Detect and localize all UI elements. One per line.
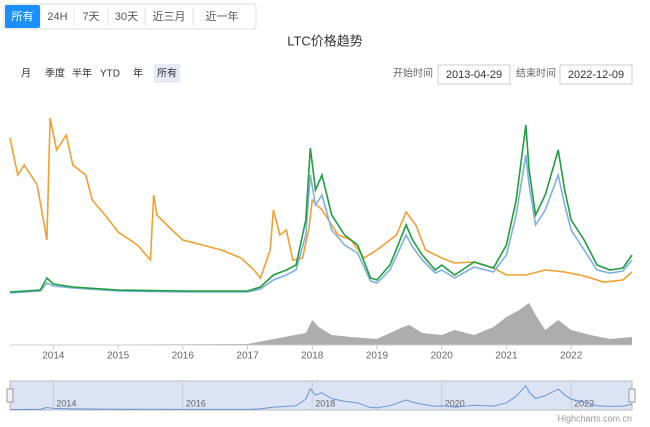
navigator-line [9, 384, 633, 411]
range-button[interactable]: 季度 [45, 67, 65, 80]
x-tick-label: 2018 [301, 351, 324, 362]
series-line [9, 117, 633, 283]
x-tick-label: 2021 [495, 351, 518, 362]
navigator-label: 2014 [56, 398, 76, 408]
navigator-handle[interactable] [628, 388, 636, 403]
period-tab[interactable]: 7天 [82, 11, 99, 23]
navigator-label: 2020 [445, 398, 465, 408]
series-line [9, 124, 633, 293]
range-button[interactable]: 月 [21, 68, 31, 80]
credit: Highcharts.com.cn [557, 413, 632, 423]
range-button[interactable]: 所有 [157, 67, 177, 80]
x-tick-label: 2017 [236, 351, 259, 362]
x-tick-label: 2014 [42, 351, 65, 362]
x-tick-label: 2016 [172, 351, 195, 362]
period-tab[interactable]: 近一年 [206, 9, 239, 23]
end-input[interactable] [559, 64, 633, 85]
start-input[interactable] [437, 64, 511, 85]
range-active [154, 64, 180, 83]
series-line [9, 154, 633, 294]
end-date[interactable]: 2022-12-09 [568, 69, 624, 81]
range-button[interactable]: 年 [133, 67, 143, 80]
range-button[interactable]: 半年 [72, 67, 92, 80]
x-tick-label: 2015 [107, 351, 130, 362]
navigator-label: 2022 [574, 398, 594, 408]
start-label: 开始时间 [393, 67, 433, 80]
x-tick-label: 2020 [431, 351, 454, 362]
navigator-label: 2016 [186, 398, 206, 408]
x-tick-label: 2022 [560, 351, 583, 362]
start-date[interactable]: 2013-04-29 [446, 69, 502, 81]
navigator-handle[interactable] [6, 388, 14, 403]
period-tab[interactable]: 30天 [115, 11, 138, 23]
range-button[interactable]: YTD [100, 69, 120, 80]
chart-title: LTC价格趋势 [287, 33, 363, 48]
volume-area [10, 303, 632, 345]
period-tab[interactable]: 24H [47, 11, 67, 23]
tab-active [5, 5, 40, 28]
period-tab[interactable]: 所有 [12, 9, 34, 23]
x-tick-label: 2019 [366, 351, 389, 362]
period-tab[interactable]: 近三月 [153, 10, 186, 23]
navigator-label: 2018 [315, 398, 335, 408]
end-label: 结束时间 [516, 67, 556, 80]
